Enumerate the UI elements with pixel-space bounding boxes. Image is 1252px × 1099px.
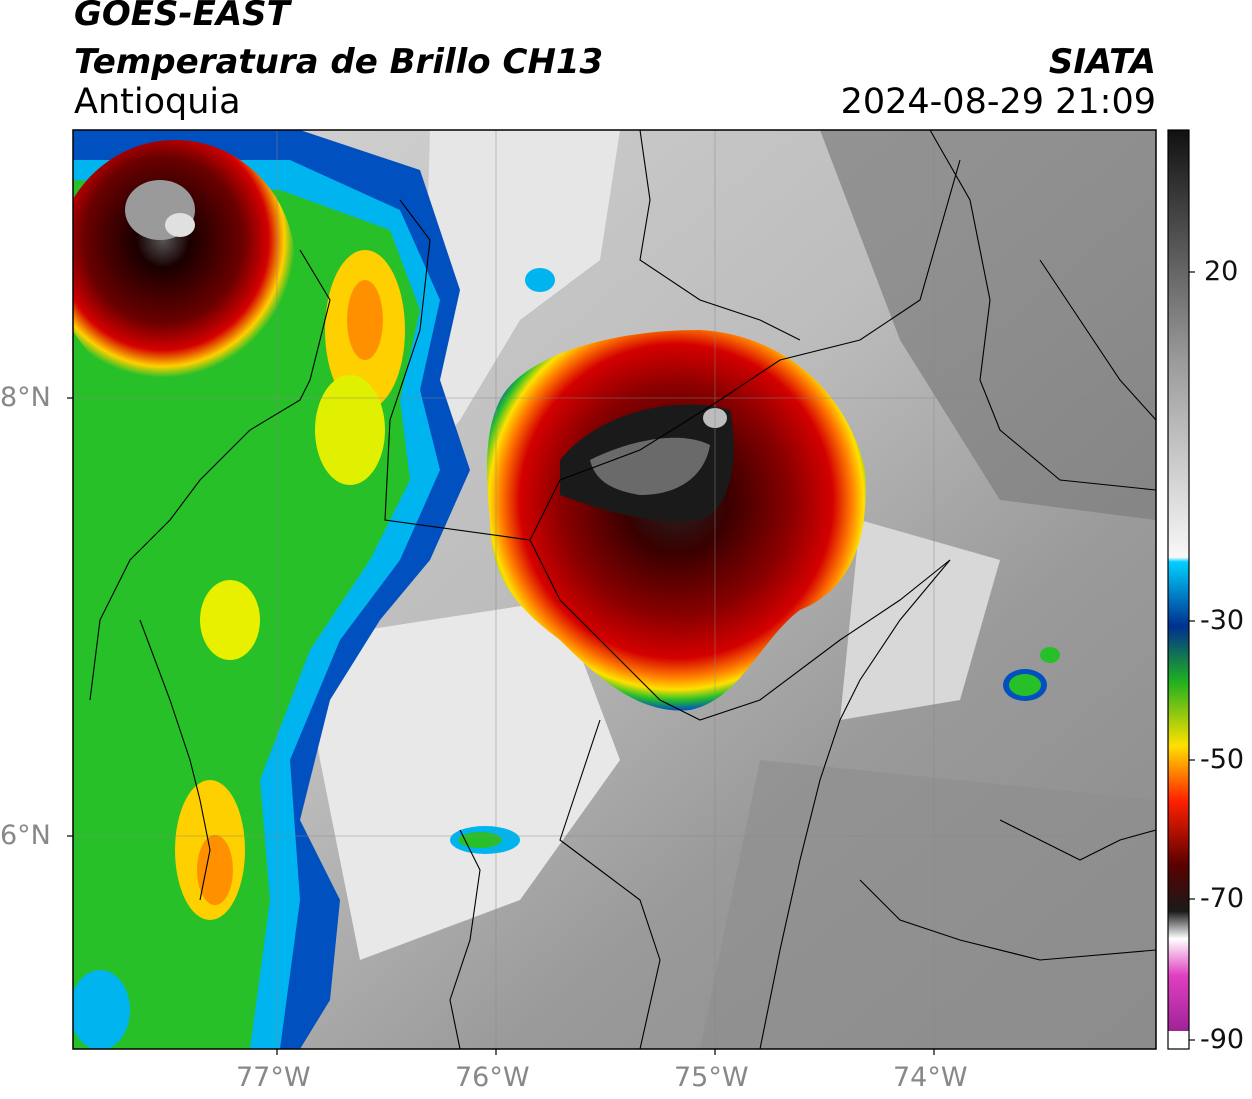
lat-tick-8n: 8°N [0, 382, 51, 413]
region-label: Antioquia [74, 82, 241, 122]
colorbar-label-minus30: -30 [1200, 605, 1245, 636]
lat-tick-6n: 6°N [0, 820, 51, 851]
lon-tick-75w: 75°W [674, 1062, 749, 1093]
colorbar-label-minus50: -50 [1200, 744, 1245, 775]
graticule [73, 130, 1156, 1049]
organization-label: SIATA [1048, 42, 1156, 82]
storm-northwest [73, 140, 295, 390]
datetime-label: 2024-08-29 21:09 [840, 82, 1156, 122]
colorbar-label-minus70: -70 [1200, 883, 1245, 914]
title-product: Temperatura de Brillo CH13 [74, 42, 604, 82]
colorbar [1168, 130, 1189, 1049]
lon-tick-74w: 74°W [893, 1062, 968, 1093]
map-frame [72, 129, 1157, 1050]
title-satellite: GOES-EAST [74, 0, 290, 34]
map-imagery [73, 130, 1156, 1049]
lon-tick-76w: 76°W [455, 1062, 530, 1093]
boundaries [89, 130, 1156, 1049]
colorbar-label-minus90: -90 [1200, 1024, 1245, 1055]
lon-tick-77w: 77°W [236, 1062, 311, 1093]
colorbar-label-20: 20 [1204, 256, 1239, 287]
axis-ticks [67, 397, 935, 1055]
colorbar-ticks [1189, 271, 1195, 1041]
